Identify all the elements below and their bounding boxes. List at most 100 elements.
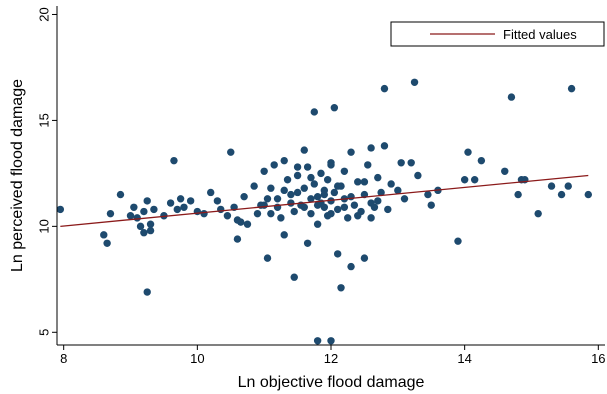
data-point <box>143 197 151 205</box>
data-point <box>280 231 288 239</box>
data-point <box>410 78 419 86</box>
data-point <box>146 220 155 228</box>
data-point <box>146 226 155 235</box>
data-point <box>186 197 195 205</box>
data-point <box>407 159 415 167</box>
data-point <box>303 163 312 171</box>
data-point <box>354 212 362 220</box>
axes: 8 10 12 14 16 5 10 15 20 <box>37 6 606 366</box>
data-point <box>253 209 262 218</box>
y-tick-label: 20 <box>37 7 52 21</box>
fitted-line-layer <box>60 174 589 227</box>
data-point <box>323 176 332 184</box>
data-point <box>263 195 272 203</box>
data-point <box>313 192 322 201</box>
data-point <box>300 146 308 154</box>
data-point <box>333 205 342 214</box>
x-tick-label: 8 <box>60 351 67 366</box>
data-point <box>370 203 379 211</box>
data-point <box>327 161 335 169</box>
data-point <box>307 173 315 182</box>
x-tick-label: 14 <box>457 351 471 366</box>
data-point <box>143 288 151 296</box>
data-point <box>293 163 302 171</box>
data-point <box>320 190 329 199</box>
data-point <box>227 148 235 156</box>
data-point <box>237 218 245 226</box>
data-point <box>136 222 145 231</box>
data-point <box>250 182 258 190</box>
legend-label-fitted-values: Fitted values <box>503 27 577 42</box>
data-point <box>347 148 355 156</box>
data-point <box>283 176 292 184</box>
data-point <box>547 182 556 190</box>
y-axis-title: Ln perceived flood damage <box>9 79 26 272</box>
y-tick-label: 5 <box>37 329 52 336</box>
data-point <box>166 199 175 207</box>
data-point <box>280 156 288 165</box>
data-point <box>317 169 325 178</box>
data-point <box>387 180 395 188</box>
data-point <box>340 203 349 211</box>
data-point <box>333 250 342 258</box>
data-point <box>501 167 509 175</box>
data-point <box>287 190 295 199</box>
data-point <box>243 220 252 228</box>
data-point <box>397 159 405 167</box>
data-point <box>223 212 232 220</box>
data-point <box>300 203 308 211</box>
data-point <box>470 176 479 184</box>
data-point <box>307 209 315 218</box>
data-point <box>267 184 275 192</box>
data-point <box>290 207 298 216</box>
data-point <box>340 167 349 175</box>
data-point <box>273 195 282 203</box>
data-point <box>260 167 268 175</box>
y-tick-label: 15 <box>37 113 52 127</box>
data-point <box>333 182 342 190</box>
data-point <box>350 201 359 209</box>
scatter-points <box>56 78 592 345</box>
data-point <box>427 201 435 209</box>
data-point <box>307 195 315 203</box>
data-point <box>330 104 339 112</box>
data-point <box>327 337 335 345</box>
data-point <box>507 93 516 101</box>
data-point <box>564 182 572 190</box>
data-point <box>180 203 188 211</box>
data-point <box>374 173 382 182</box>
data-point <box>477 156 486 165</box>
data-point <box>460 176 469 184</box>
data-point <box>293 171 302 180</box>
data-point <box>277 214 285 222</box>
data-point <box>327 209 335 218</box>
data-point <box>347 192 355 201</box>
data-point <box>290 273 298 281</box>
data-point <box>56 205 65 214</box>
data-point <box>280 186 288 195</box>
data-point <box>193 207 202 216</box>
data-point <box>126 212 135 220</box>
data-point <box>313 201 322 209</box>
data-point <box>394 186 402 195</box>
data-point <box>106 209 115 218</box>
data-point <box>200 209 208 218</box>
fitted-values-line <box>60 174 589 227</box>
data-point <box>213 197 222 205</box>
data-point <box>367 214 375 222</box>
data-point <box>400 195 409 203</box>
data-point <box>384 205 392 214</box>
data-point <box>130 203 138 211</box>
data-point <box>364 161 372 169</box>
data-point <box>374 197 382 205</box>
data-point <box>584 190 592 199</box>
x-tick-label: 10 <box>190 351 204 366</box>
data-point <box>320 203 329 211</box>
data-point <box>287 199 295 207</box>
legend-box <box>390 21 605 47</box>
data-point <box>303 239 312 247</box>
data-point <box>534 209 542 218</box>
data-point <box>207 188 215 197</box>
data-point <box>557 190 566 199</box>
data-point <box>414 171 422 180</box>
